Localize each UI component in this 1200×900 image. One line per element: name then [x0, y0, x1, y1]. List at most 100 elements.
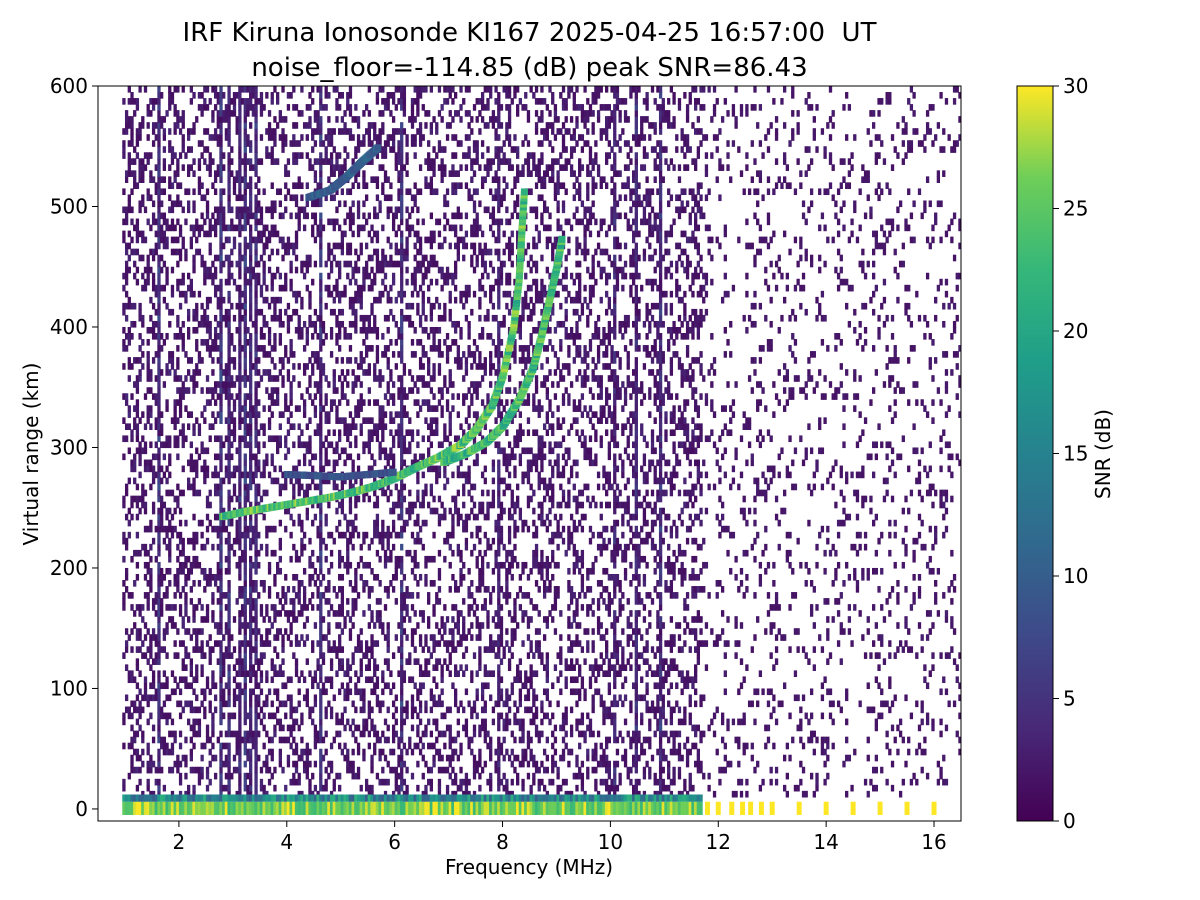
noise-cell: [192, 375, 196, 382]
noise-cell: [267, 567, 272, 575]
noise-cell: [146, 718, 150, 726]
noise-cell: [243, 110, 247, 117]
noise-cell: [208, 224, 212, 232]
noise-cell: [313, 110, 318, 117]
noise-cell: [273, 664, 277, 671]
noise-cell: [327, 580, 331, 587]
noise-cell: [327, 290, 331, 298]
noise-cell: [416, 236, 420, 244]
noise-cell: [243, 104, 247, 111]
noise-cell: [381, 411, 385, 418]
noise-cell: [219, 122, 223, 129]
noise-cell: [400, 682, 404, 690]
noise-cell: [410, 459, 415, 467]
noise-cell: [151, 272, 156, 280]
noise-cell: [127, 742, 131, 750]
noise-cell: [386, 622, 390, 629]
noise-cell: [243, 676, 247, 684]
noise-cell: [151, 248, 156, 256]
noise-cell: [235, 212, 239, 220]
noise-cell: [149, 411, 153, 418]
noise-cell: [249, 429, 253, 437]
noise-cell: [400, 320, 404, 328]
noise-cell: [383, 351, 388, 358]
noise-cell: [356, 200, 361, 208]
noise-cell: [416, 730, 420, 738]
noise-cell: [192, 706, 196, 714]
noise-cell: [311, 212, 315, 220]
noise-cell: [367, 441, 371, 449]
noise-cell: [313, 730, 318, 738]
noise-cell: [284, 206, 288, 214]
noise-cell: [265, 489, 269, 497]
noise-cell: [138, 254, 142, 262]
noise-cell: [181, 423, 185, 431]
noise-cell: [173, 507, 177, 515]
noise-cell: [394, 778, 398, 786]
noise-cell: [351, 308, 355, 316]
noise-cell: [249, 357, 253, 364]
noise-cell: [160, 200, 164, 208]
noise-cell: [219, 507, 223, 515]
noise-cell: [254, 405, 258, 412]
noise-cell: [157, 760, 161, 768]
noise-cell: [413, 278, 417, 286]
noise-cell: [197, 453, 202, 461]
noise-cell: [227, 459, 231, 467]
noise-cell: [381, 182, 385, 190]
noise-cell: [243, 525, 247, 533]
noise-cell: [149, 375, 153, 382]
noise-cell: [246, 134, 250, 141]
noise-cell: [251, 212, 256, 220]
noise-cell: [418, 748, 423, 756]
noise-cell: [192, 537, 196, 545]
noise-cell: [294, 664, 299, 671]
noise-cell: [413, 459, 417, 467]
noise-cell: [402, 604, 407, 611]
noise-cell: [383, 561, 388, 569]
noise-cell: [138, 302, 142, 310]
noise-cell: [176, 628, 180, 635]
noise-cell: [400, 104, 404, 111]
noise-cell: [243, 393, 247, 400]
noise-cell: [146, 628, 150, 635]
noise-cell: [168, 604, 172, 611]
noise-cell: [197, 561, 202, 569]
noise-cell: [410, 640, 415, 647]
noise-cell: [243, 284, 247, 292]
noise-cell: [348, 104, 353, 111]
noise-cell: [275, 158, 280, 165]
noise-cell: [208, 688, 212, 696]
noise-cell: [313, 676, 318, 684]
noise-cell: [329, 158, 334, 165]
noise-cell: [383, 170, 388, 177]
noise-cell: [181, 110, 185, 117]
noise-cell: [378, 754, 382, 762]
noise-cell: [270, 459, 274, 467]
noise-cell: [397, 441, 401, 449]
noise-cell: [227, 670, 231, 678]
noise-cell: [160, 682, 164, 690]
noise-cell: [122, 146, 126, 153]
noise-cell: [389, 308, 393, 316]
noise-cell: [348, 531, 353, 539]
noise-cell: [391, 399, 396, 406]
noise-cell: [213, 128, 218, 135]
noise-cell: [362, 417, 366, 424]
noise-cell: [273, 688, 277, 696]
noise-cell: [421, 772, 425, 780]
noise-cell: [327, 272, 331, 280]
noise-cell: [294, 718, 299, 726]
noise-cell: [418, 86, 423, 93]
noise-cell: [348, 86, 353, 93]
noise-cell: [219, 260, 223, 268]
noise-cell: [186, 784, 191, 792]
noise-cell: [308, 790, 312, 798]
noise-cell: [141, 254, 145, 262]
noise-cell: [238, 754, 242, 762]
noise-cell: [165, 628, 169, 635]
noise-cell: [400, 176, 404, 183]
noise-cell: [408, 302, 412, 310]
noise-cell: [219, 188, 223, 196]
noise-cell: [211, 116, 215, 123]
